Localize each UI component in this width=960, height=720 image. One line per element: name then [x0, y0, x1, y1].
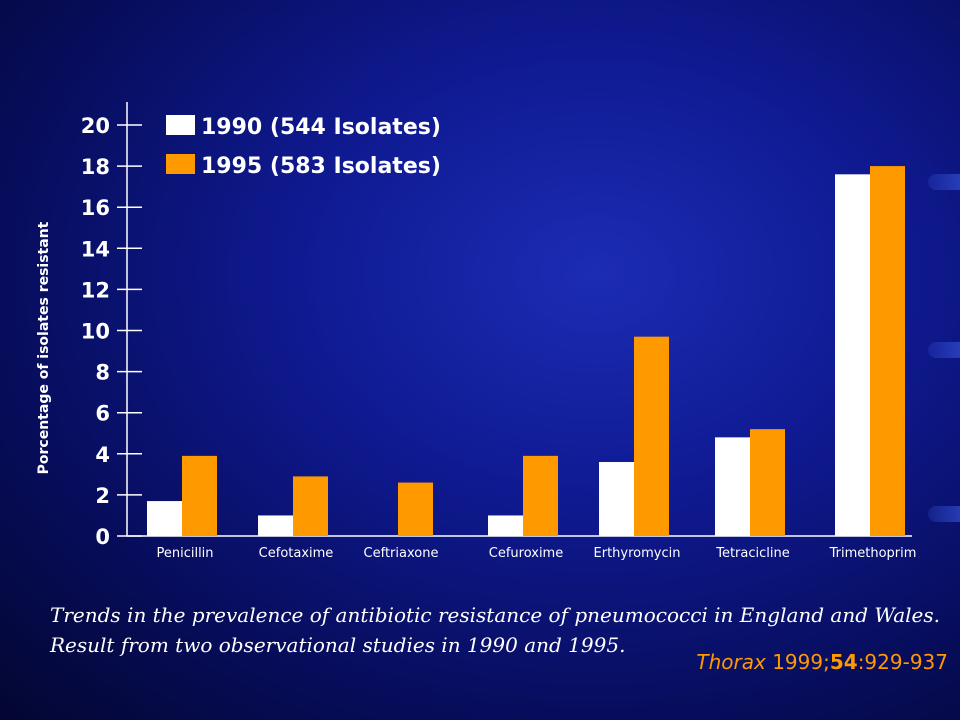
y-tick-label: 16: [81, 196, 110, 220]
citation-volume: 54: [829, 650, 858, 674]
bar-1990: [488, 515, 523, 536]
decorative-swoosh: [928, 506, 960, 522]
decorative-swoosh: [928, 174, 960, 190]
bar-1995: [750, 429, 785, 536]
x-tick-label: Cefotaxime: [259, 546, 334, 561]
y-tick-label: 6: [95, 402, 110, 426]
citation-journal: Thorax: [696, 650, 766, 674]
citation-year: 1999;: [765, 650, 830, 674]
y-tick-label: 12: [81, 278, 110, 302]
bar-1995: [523, 455, 558, 536]
decorative-swoosh: [928, 342, 960, 358]
bar-1990: [715, 437, 750, 536]
legend-swatch-1995: [166, 154, 195, 174]
citation-pages: :929-937: [857, 650, 948, 674]
y-tick-label: 10: [81, 320, 110, 344]
bar-1995: [293, 476, 328, 536]
y-tick-label: 2: [95, 484, 110, 508]
y-tick-label: 4: [95, 443, 110, 467]
bar-1990: [835, 174, 870, 536]
citation: Thorax 1999;54:929-937: [696, 650, 948, 674]
bar-1990: [147, 501, 182, 536]
y-tick-label: 14: [81, 237, 110, 261]
bar-1995: [870, 166, 905, 536]
bar-1995: [398, 482, 433, 536]
legend-label-1990: 1990 (544 Isolates): [201, 115, 441, 140]
y-tick-label: 18: [81, 155, 110, 179]
bar-1995: [182, 455, 217, 536]
x-tick-label: Penicillin: [156, 546, 213, 561]
legend-swatch-1990: [166, 115, 195, 135]
y-tick-label: 0: [95, 525, 110, 549]
y-axis-label: Porcentage of isolates resistant: [36, 221, 52, 474]
bar-1995: [634, 336, 669, 536]
legend-label-1995: 1995 (583 Isolates): [201, 154, 441, 179]
bar-1990: [599, 462, 634, 536]
bar-1990: [258, 515, 293, 536]
x-tick-label: Cefuroxime: [489, 546, 563, 561]
x-tick-label: Trimethoprim: [829, 546, 917, 561]
y-tick-label: 8: [95, 361, 110, 385]
x-tick-label: Ceftriaxone: [364, 546, 439, 561]
x-tick-label: Erthyromycin: [594, 546, 681, 561]
x-tick-label: Tetracicline: [715, 546, 790, 561]
chart-caption: Trends in the prevalence of antibiotic r…: [50, 603, 940, 657]
y-tick-label: 20: [81, 114, 110, 138]
